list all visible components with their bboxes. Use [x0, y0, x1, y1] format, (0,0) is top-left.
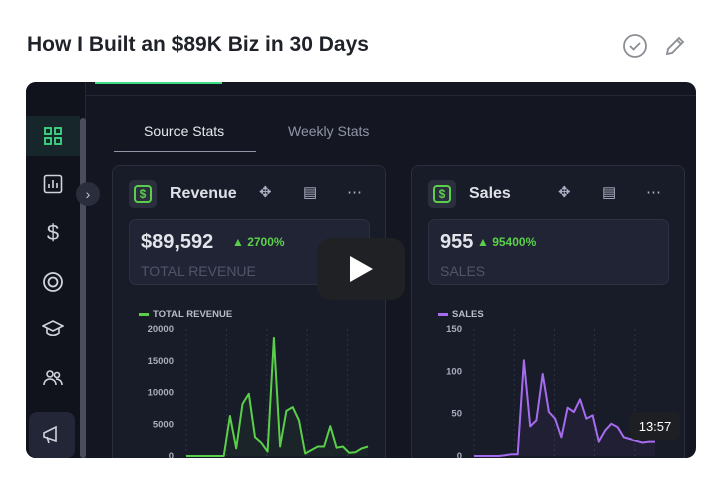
- y-tick-label: 20000: [148, 324, 174, 335]
- video-player[interactable]: $ › Source Stats Weekly Stats $ Revenue …: [26, 82, 696, 458]
- series-line: [186, 336, 369, 457]
- revenue-card: $ Revenue ✥ ▤ ⋯ $89,592 ▲ 2700% TOTAL RE…: [112, 165, 386, 458]
- expand-sidebar-button[interactable]: ›: [76, 182, 100, 206]
- card-title: Sales: [469, 185, 511, 202]
- dollar-badge-icon: $: [428, 180, 456, 208]
- tab-source-stats[interactable]: Source Stats: [144, 123, 225, 139]
- y-tick-label: 0: [457, 451, 462, 458]
- users-icon[interactable]: [26, 358, 80, 398]
- target-icon[interactable]: [26, 262, 80, 302]
- sidebar-scrollbar[interactable]: [80, 118, 86, 458]
- active-tab-indicator: [114, 151, 256, 152]
- video-progress[interactable]: [95, 82, 222, 84]
- check-circle-icon[interactable]: [622, 33, 648, 59]
- y-tick-label: 0: [169, 451, 174, 458]
- dollar-icon[interactable]: $: [46, 220, 60, 245]
- video-title: How I Built an $89K Biz in 30 Days: [27, 33, 369, 56]
- y-tick-label: 5000: [153, 419, 174, 430]
- series-line: [474, 359, 655, 457]
- video-duration: 13:57: [630, 412, 680, 440]
- y-tick-label: 150: [446, 324, 462, 335]
- stat-value: $89,592: [141, 231, 214, 253]
- y-tick-label: 100: [446, 366, 462, 377]
- bar-chart-icon[interactable]: [26, 164, 80, 204]
- pencil-icon[interactable]: [662, 33, 688, 59]
- stat-label: SALES: [440, 263, 486, 279]
- y-tick-label: 15000: [148, 356, 174, 367]
- move-icon[interactable]: ✥: [558, 184, 571, 201]
- play-button[interactable]: [317, 238, 405, 300]
- stat-value: 955: [440, 231, 474, 253]
- stat-delta: ▲ 2700%: [232, 235, 285, 249]
- graduation-cap-icon[interactable]: [26, 309, 80, 349]
- divider: [86, 95, 696, 96]
- series-area: [474, 360, 655, 456]
- grid-icon[interactable]: [26, 116, 80, 156]
- y-tick-label: 10000: [148, 388, 174, 399]
- sales-card: $ Sales ✥ ▤ ⋯ 955 ▲ 95400% SALES SALES: [411, 165, 685, 458]
- notes-icon[interactable]: ▤: [602, 184, 617, 201]
- notes-icon[interactable]: ▤: [303, 184, 318, 201]
- y-tick-label: 50: [451, 409, 462, 420]
- dollar-badge-icon: $: [129, 180, 157, 208]
- megaphone-icon[interactable]: [29, 412, 75, 458]
- charts-layer: 20000 15000 10000 5000 0 150 100 50 0: [148, 324, 656, 458]
- more-icon[interactable]: ⋯: [347, 184, 362, 201]
- chart-legend: TOTAL REVENUE: [139, 309, 232, 320]
- tab-weekly-stats[interactable]: Weekly Stats: [288, 123, 370, 139]
- stat-label: TOTAL REVENUE: [141, 263, 256, 279]
- more-icon[interactable]: ⋯: [646, 184, 661, 201]
- move-icon[interactable]: ✥: [259, 184, 272, 201]
- sidebar: $: [26, 82, 86, 458]
- stat-box: 955 ▲ 95400% SALES: [428, 219, 669, 285]
- card-title: Revenue: [170, 185, 237, 202]
- chart-legend: SALES: [438, 309, 484, 320]
- play-icon: [350, 256, 373, 282]
- stat-delta: ▲ 95400%: [477, 235, 537, 249]
